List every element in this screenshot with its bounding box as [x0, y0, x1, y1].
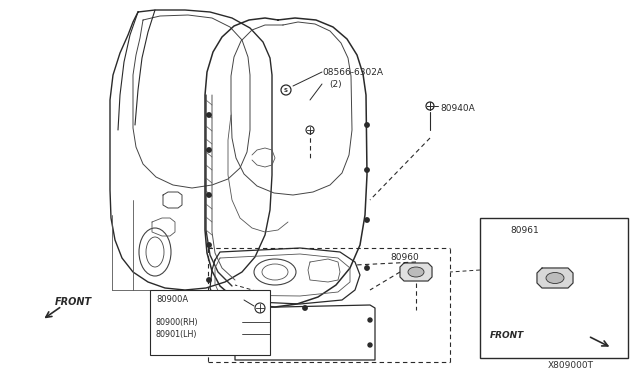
Circle shape — [368, 343, 372, 347]
Circle shape — [236, 343, 240, 347]
Circle shape — [207, 113, 211, 117]
Text: 80960: 80960 — [390, 253, 419, 263]
Circle shape — [207, 278, 211, 282]
Text: (2): (2) — [329, 80, 342, 89]
Circle shape — [368, 318, 372, 322]
Bar — [480, 218, 628, 358]
Circle shape — [207, 243, 211, 247]
Ellipse shape — [546, 273, 564, 283]
Bar — [150, 290, 270, 355]
Circle shape — [365, 218, 369, 222]
Text: FRONT: FRONT — [490, 330, 524, 340]
Text: 08566-6302A: 08566-6302A — [322, 67, 383, 77]
Text: 80900A: 80900A — [156, 295, 188, 305]
Text: 80900(RH): 80900(RH) — [156, 317, 198, 327]
Circle shape — [263, 306, 267, 310]
Text: 80940A: 80940A — [440, 103, 475, 112]
Polygon shape — [400, 263, 432, 281]
Ellipse shape — [408, 267, 424, 277]
Text: FRONT: FRONT — [55, 297, 92, 307]
Circle shape — [365, 168, 369, 172]
Circle shape — [303, 306, 307, 310]
Circle shape — [365, 266, 369, 270]
Polygon shape — [537, 268, 573, 288]
Circle shape — [365, 123, 369, 127]
Text: S: S — [284, 87, 288, 93]
Circle shape — [236, 318, 240, 322]
Circle shape — [207, 193, 211, 197]
Text: 80901(LH): 80901(LH) — [156, 330, 198, 339]
Text: X809000T: X809000T — [548, 360, 594, 369]
Text: 80961: 80961 — [510, 225, 539, 234]
Circle shape — [207, 148, 211, 152]
